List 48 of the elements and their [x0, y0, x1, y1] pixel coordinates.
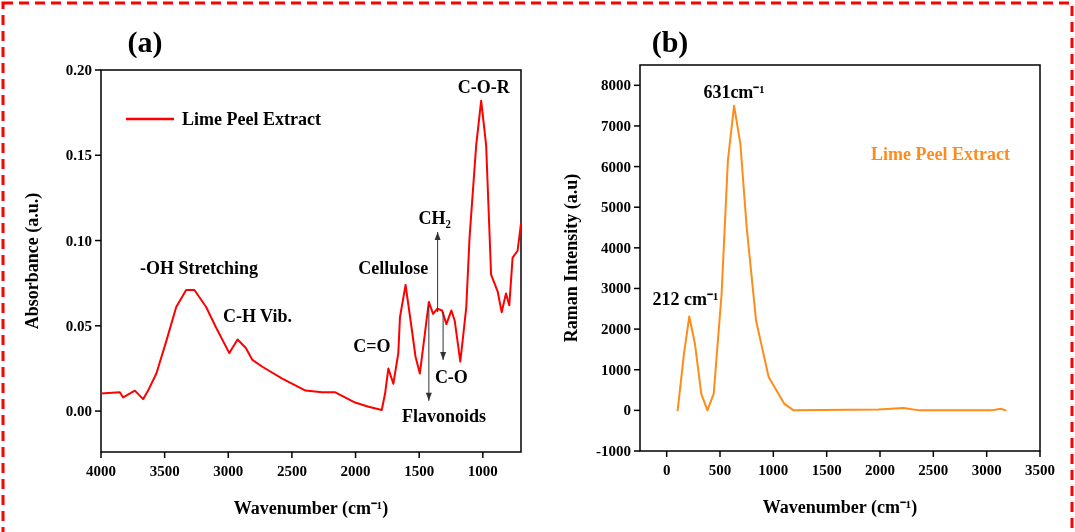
- y-tick-label: 5000: [601, 199, 631, 216]
- annotation: 631cm⁻¹: [703, 82, 765, 103]
- annotation: C-O: [434, 366, 468, 387]
- x-tick-label: 3500: [149, 463, 180, 479]
- chart-title: (b): [651, 25, 689, 59]
- y-tick-label: 4000: [601, 239, 631, 256]
- x-tick-label: 1000: [467, 463, 498, 479]
- x-tick-label: 4000: [86, 463, 116, 479]
- y-tick-label: 3000: [601, 280, 631, 297]
- annotation: C-H Vib.: [222, 305, 292, 326]
- y-tick-label: 0.15: [65, 147, 92, 164]
- legend-label: Lime Peel Extract: [182, 109, 321, 129]
- annotation: CH₂: [418, 208, 451, 229]
- y-tick-label: 0.05: [65, 317, 92, 334]
- x-tick-label: 1000: [758, 462, 789, 478]
- x-tick-label: 0: [662, 462, 671, 478]
- annotation: Flavonoids: [401, 406, 487, 427]
- x-tick-label: 2000: [865, 462, 895, 478]
- x-tick-label: 3000: [213, 463, 244, 479]
- annotation: -OH Stretching: [139, 257, 259, 278]
- y-tick-label: -1000: [596, 443, 631, 459]
- y-axis-title: Raman Intensity (a.u): [561, 173, 582, 343]
- y-tick-label: 0.00: [65, 403, 92, 420]
- annotation: C=O: [353, 336, 391, 357]
- y-tick-label: 7000: [601, 117, 631, 134]
- y-tick-label: 0.20: [65, 62, 92, 78]
- x-axis-title: Wavenumber (cm⁻¹): [233, 498, 389, 519]
- y-tick-label: 0: [623, 402, 631, 419]
- x-axis-title: Wavenumber (cm⁻¹): [762, 497, 918, 518]
- y-tick-label: 8000: [601, 77, 631, 94]
- text: Lime Peel Extract: [871, 144, 1011, 164]
- x-tick-label: 500: [708, 462, 732, 478]
- annotation: C-O-R: [457, 77, 511, 98]
- y-axis-title: Absorbance (a.u.): [22, 192, 43, 330]
- x-tick-label: 3500: [1025, 462, 1055, 478]
- x-tick-label: 2500: [276, 463, 307, 479]
- x-tick-label: 2000: [340, 463, 371, 479]
- x-tick-label: 1500: [811, 462, 842, 478]
- y-tick-label: 2000: [601, 321, 631, 338]
- annotation: 212 cm⁻¹: [652, 288, 719, 309]
- chart-title: (a): [127, 25, 163, 59]
- annotation: Cellulose: [358, 257, 429, 278]
- x-tick-label: 3000: [971, 462, 1002, 478]
- y-tick-label: 6000: [601, 158, 631, 175]
- x-tick-label: 2500: [918, 462, 949, 478]
- y-tick-label: 0.10: [65, 232, 92, 249]
- x-tick-label: 1500: [404, 463, 435, 479]
- y-tick-label: 1000: [601, 361, 631, 378]
